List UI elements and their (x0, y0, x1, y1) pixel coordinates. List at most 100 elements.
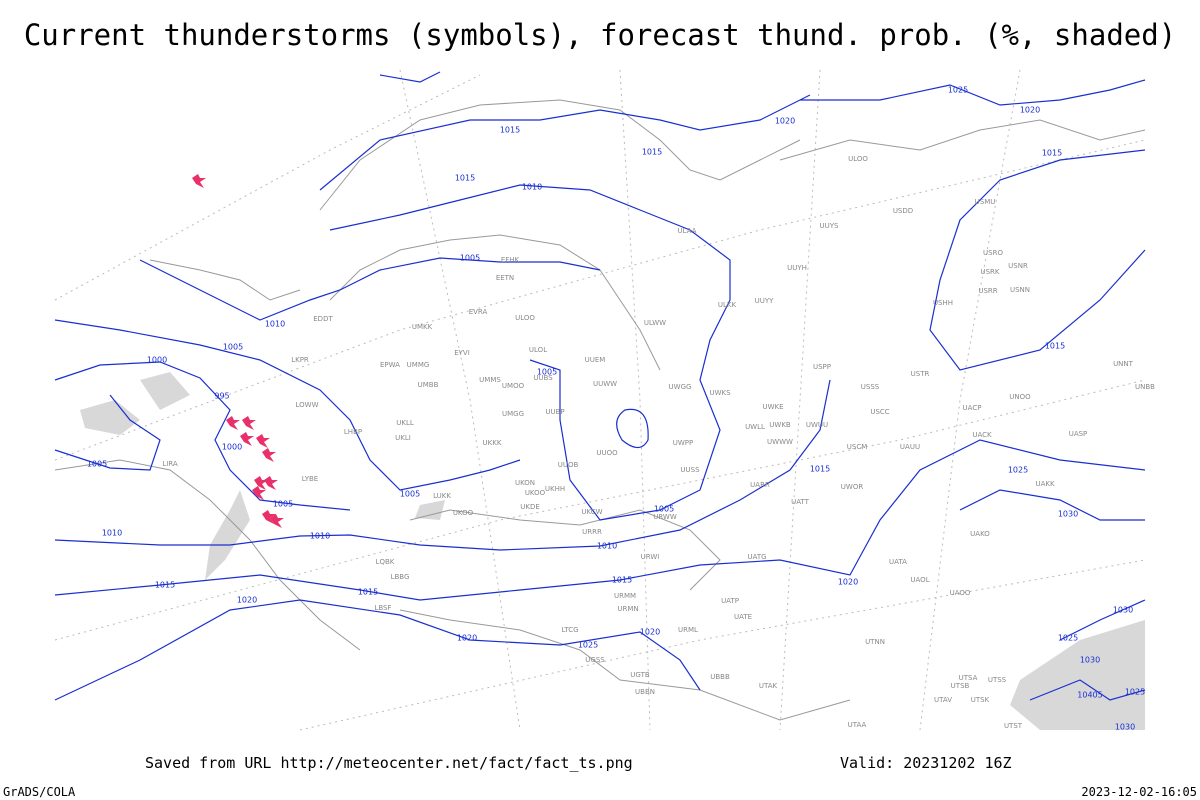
isobar-label: 1020 (237, 596, 257, 605)
station-label: EVRA (469, 308, 488, 316)
isobar-label: 1030 (1113, 606, 1133, 615)
station-label: UNNT (1113, 360, 1134, 368)
station-label: LBSF (374, 604, 391, 612)
station-label: UWWW (767, 438, 793, 446)
isobar-label: 1015 (810, 465, 830, 474)
station-label: ULKK (718, 301, 737, 309)
station-label: LYBE (302, 475, 318, 483)
station-label: LQBK (376, 558, 395, 566)
station-label: LKPR (291, 356, 309, 364)
station-label: USTR (911, 370, 930, 378)
station-label: UUOB (558, 461, 579, 469)
station-label: UMOO (502, 382, 525, 390)
station-label: UAKK (1035, 480, 1055, 488)
station-label: UAOL (910, 576, 929, 584)
isobar-label: 1030 (1080, 656, 1100, 665)
isobar-label: 1025 (1058, 634, 1078, 643)
station-label: UUOO (596, 449, 618, 457)
isobar-label: 1015 (1042, 149, 1062, 158)
isobar-label: 1015 (612, 576, 632, 585)
station-label: UGTB (630, 671, 650, 679)
station-label: ULOL (529, 346, 547, 354)
isobar-label: 1005 (400, 490, 420, 499)
isobar-label: 1010 (310, 532, 330, 541)
station-label: ULAA (678, 227, 697, 235)
station-label: UACK (972, 431, 992, 439)
station-label: UASP (1069, 430, 1088, 438)
station-label: UTAV (934, 696, 952, 704)
isobar-label: 1005 (460, 254, 480, 263)
station-label: ULOO (848, 155, 868, 163)
station-label: UTST (1004, 722, 1023, 730)
station-label: UAUU (900, 443, 920, 451)
station-label: UUEM (585, 356, 606, 364)
station-label: URWW (653, 513, 677, 521)
thunderstorm-symbols (192, 174, 284, 528)
station-label: UKHH (545, 485, 565, 493)
station-label: UWPP (673, 439, 694, 447)
station-label: EPWA (380, 361, 400, 369)
station-label: UUBP (545, 408, 564, 416)
timestamp: 2023-12-02-16:05 (1081, 785, 1197, 799)
station-label: UKDE (520, 503, 540, 511)
isobar-label: 1005 (537, 368, 557, 377)
station-label: UMGG (502, 410, 524, 418)
isobar-label: 1005 (87, 460, 107, 469)
station-label: UAOO (950, 589, 971, 597)
station-label: USRO (983, 249, 1003, 257)
station-label: UKOO (453, 509, 474, 517)
isobar-label: 1015 (155, 581, 175, 590)
isobar-label: 1020 (457, 634, 477, 643)
station-label: USMU (975, 198, 996, 206)
isobar-label: 1020 (640, 628, 660, 637)
station-label: LTCG (561, 626, 578, 634)
station-label: UTNN (865, 638, 885, 646)
isobar-label: 1005 (273, 500, 293, 509)
station-label: UWKB (769, 421, 791, 429)
station-label: UATT (791, 498, 810, 506)
station-label: UKLL (396, 419, 414, 427)
station-label: UACP (963, 404, 982, 412)
station-label: UNOO (1009, 393, 1031, 401)
station-label: EDDT (313, 315, 333, 323)
station-label: UUYS (820, 222, 840, 230)
station-label: USCC (870, 408, 889, 416)
isobar-label: 1025 (1008, 466, 1028, 475)
station-label: UATG (747, 553, 766, 561)
station-label: UWGG (669, 383, 692, 391)
station-label: USNR (1008, 262, 1028, 270)
isobar-label: 1020 (1020, 106, 1040, 115)
station-label: UBBB (710, 673, 730, 681)
isobar-label: 1025 (578, 641, 598, 650)
station-label: UBBN (635, 688, 655, 696)
station-label: UMMG (407, 361, 430, 369)
station-label: UATP (721, 597, 739, 605)
station-label: UGSS (585, 656, 605, 664)
station-label: UATA (889, 558, 907, 566)
isobar-label: 10405 (1077, 691, 1102, 700)
station-label: UWKE (762, 403, 783, 411)
isobar-label: 1015 (1045, 342, 1065, 351)
station-label: LIRA (162, 460, 178, 468)
station-label: USHH (933, 299, 953, 307)
station-label: USSS (861, 383, 880, 391)
isobar-label: 1015 (642, 148, 662, 157)
probability-shading (80, 372, 1145, 730)
station-label: UUSS (680, 466, 700, 474)
station-label: UAKO (970, 530, 990, 538)
isobar-label: 1030 (1115, 723, 1135, 732)
station-label: UKOO (525, 489, 546, 497)
isobar-label: 1010 (265, 320, 285, 329)
station-label: URML (678, 626, 698, 634)
isobar-label: 1020 (775, 117, 795, 126)
station-label: UTAK (759, 682, 778, 690)
station-label: UMKK (412, 323, 433, 331)
station-label: LBBG (391, 573, 410, 581)
station-label: UTSA (959, 674, 978, 682)
graticule (54, 69, 1146, 731)
station-label: USDD (893, 207, 913, 215)
source-url: Saved from URL http://meteocenter.net/fa… (145, 754, 633, 772)
station-label: UARR (750, 481, 770, 489)
isobar-label: 1005 (654, 505, 674, 514)
